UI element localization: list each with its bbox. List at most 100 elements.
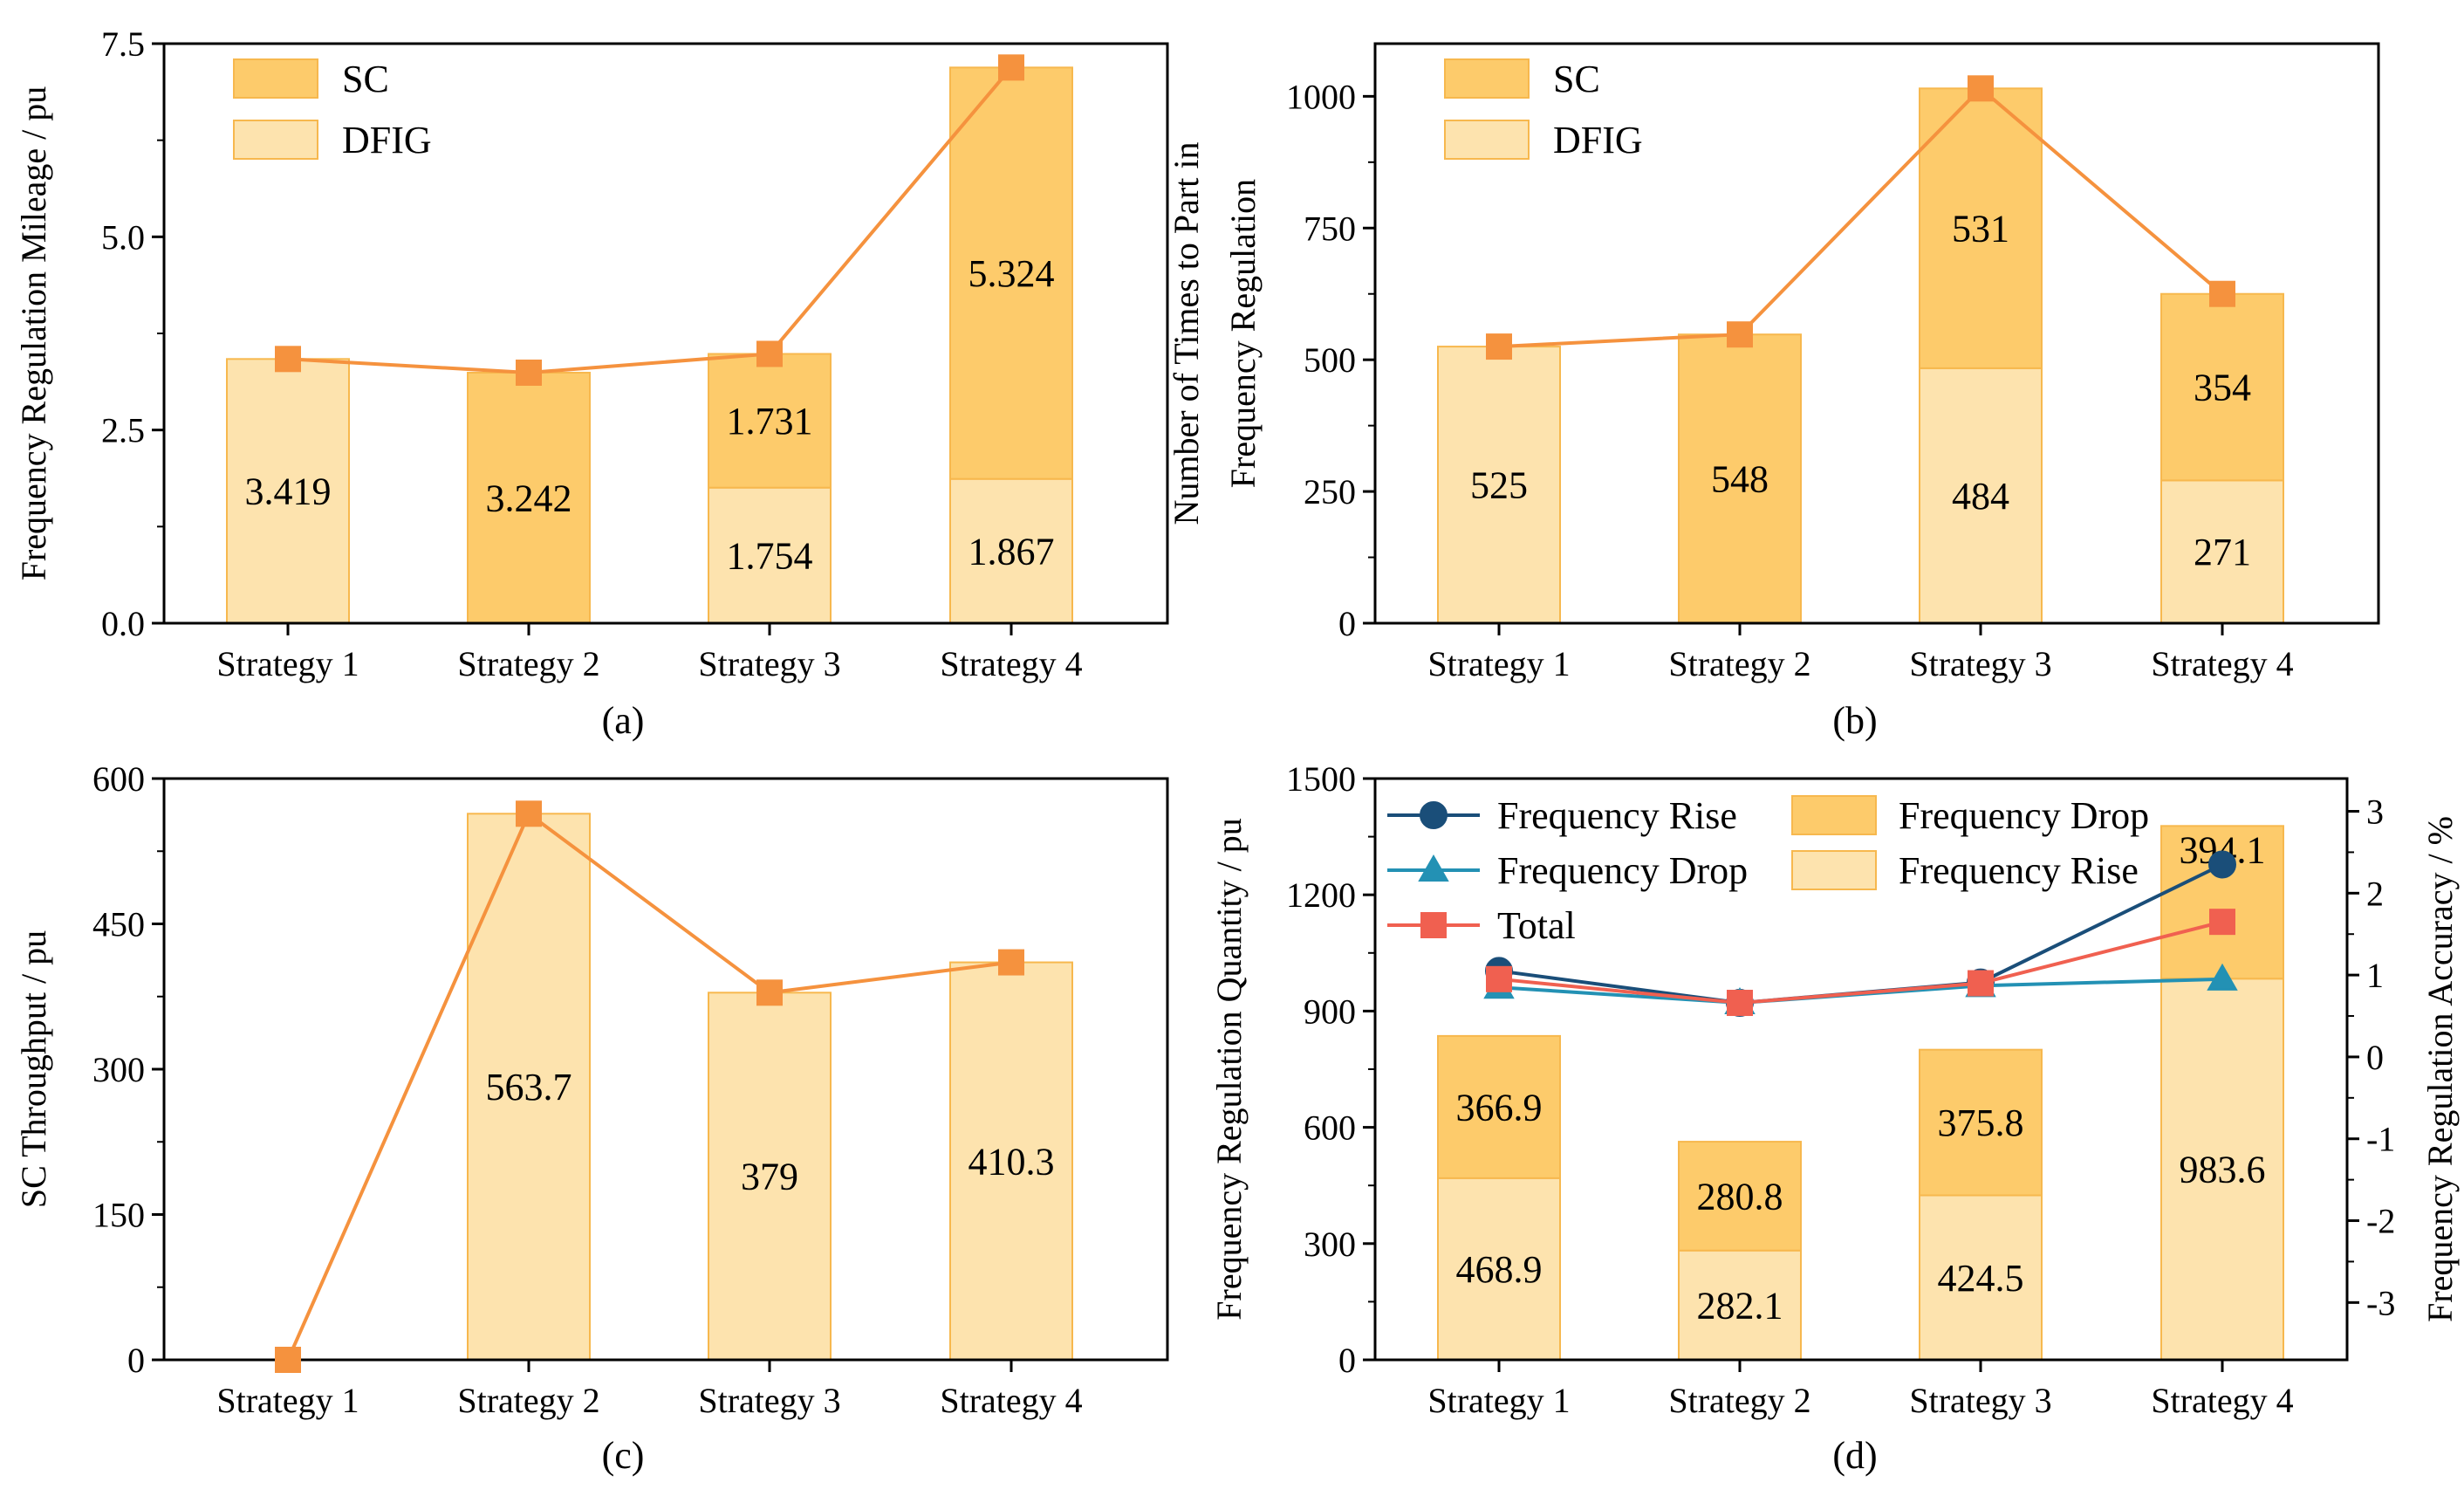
y-tick-label: 1200 — [1286, 875, 1356, 915]
x-tick-label: Strategy 1 — [1427, 1381, 1570, 1420]
y-tick-label: 1500 — [1286, 759, 1356, 799]
total-line-marker — [275, 346, 301, 373]
bar-sc-4 — [949, 961, 1073, 1362]
bar-sc-2 — [467, 371, 591, 624]
legend-total-marker — [1420, 912, 1447, 938]
bar-dfig-3 — [708, 486, 832, 624]
panel-label: (b) — [1832, 699, 1877, 742]
bar-frequency-drop-1 — [1437, 1034, 1561, 1179]
x-tick-label: Strategy 2 — [457, 644, 599, 683]
bar-sc-2 — [1678, 333, 1802, 624]
x-tick-label: Strategy 1 — [216, 1381, 359, 1420]
data-label: 525 — [1470, 464, 1528, 507]
data-label: 1.754 — [727, 534, 813, 577]
total-line — [1498, 86, 2224, 349]
y-tick-label: 5.0 — [101, 217, 145, 257]
total-line-marker — [516, 800, 542, 827]
y2-tick-label: -1 — [2366, 1120, 2395, 1159]
y-tick-label: 2.5 — [101, 411, 145, 450]
total-line — [286, 811, 1012, 1361]
legend-label-dfig: DFIG — [342, 119, 432, 161]
data-label: 3.242 — [486, 477, 572, 519]
x-tick-label: Strategy 3 — [698, 644, 840, 683]
total-line-marker — [1727, 321, 1753, 348]
data-label: 271 — [2194, 531, 2251, 573]
y-tick-label: 0 — [127, 1341, 145, 1380]
data-label: 410.3 — [968, 1140, 1055, 1183]
data-label: 531 — [1952, 208, 2009, 250]
total-line-marker — [2209, 280, 2235, 307]
x-tick-label: Strategy 3 — [1909, 644, 2051, 683]
legend-swatch-frequency-drop — [1791, 795, 1877, 835]
legend-swatch-sc — [1444, 58, 1530, 99]
total-line-marker — [756, 340, 783, 367]
y-tick-label: 600 — [1304, 1108, 1356, 1148]
legend-frequency-drop-marker — [1418, 854, 1449, 882]
legend-frequency-drop-label: Frequency Drop — [1497, 849, 1748, 892]
y-tick-label: 150 — [92, 1196, 145, 1235]
x-tick-label: Strategy 4 — [940, 644, 1082, 683]
y-axis-title: Frequency Regulation — [1223, 179, 1263, 488]
data-label: 375.8 — [1938, 1101, 2024, 1144]
data-label: 3.419 — [245, 470, 332, 513]
panel-label: (a) — [602, 699, 645, 742]
y-tick-label: 500 — [1304, 340, 1356, 380]
data-label: 379 — [741, 1156, 798, 1198]
x-tick-label: Strategy 4 — [940, 1381, 1082, 1420]
y-tick-label: 300 — [92, 1050, 145, 1089]
legend-label-frequency-drop: Frequency Drop — [1899, 794, 2149, 837]
legend-label-sc: SC — [1553, 58, 1600, 100]
panel-label: (d) — [1832, 1434, 1877, 1477]
bar-frequency-drop-2 — [1678, 1141, 1802, 1252]
bar-sc-3 — [1919, 87, 2043, 369]
data-label: 983.6 — [2180, 1149, 2266, 1191]
y2-axis-title: Frequency Regulation Accuracy / % — [2420, 816, 2460, 1322]
x-tick-label: Strategy 3 — [1909, 1381, 2051, 1420]
total-line-marker — [998, 949, 1024, 976]
legend-swatch-dfig — [1444, 120, 1530, 160]
legend-swatch-frequency-rise — [1791, 850, 1877, 890]
panel-d: 468.9282.1424.5983.6366.9280.8375.8394.1… — [1209, 759, 2460, 1477]
y-axis-title: Frequency Regulation Mileage / pu — [14, 86, 53, 581]
total-line-marker — [1968, 75, 1994, 102]
total-line-marker — [1486, 333, 1512, 360]
y-tick-label: 0 — [1338, 1341, 1356, 1380]
bar-sc-3 — [708, 992, 832, 1362]
bar-sc-4 — [949, 66, 1073, 480]
legend-frequency-rise-marker — [1420, 801, 1448, 829]
bar-dfig-1 — [1437, 346, 1561, 624]
bar-sc-3 — [708, 353, 832, 489]
y-tick-label: 900 — [1304, 992, 1356, 1031]
bar-dfig-4 — [2160, 479, 2284, 624]
y2-tick-label: 1 — [2366, 956, 2384, 995]
y2-tick-label: 2 — [2366, 874, 2384, 913]
total-line-marker — [756, 979, 783, 1006]
y-tick-label: 450 — [92, 905, 145, 944]
x-tick-label: Strategy 4 — [2151, 1381, 2293, 1420]
x-tick-label: Strategy 2 — [457, 1381, 599, 1420]
y2-tick-label: -2 — [2366, 1202, 2395, 1241]
frequency-rise-line-marker — [2208, 850, 2236, 879]
y2-tick-label: 0 — [2366, 1038, 2384, 1077]
data-label: 366.9 — [1456, 1086, 1543, 1129]
y2-tick-label: 3 — [2366, 793, 2384, 832]
y-tick-label: 250 — [1304, 472, 1356, 511]
panel-label: (c) — [602, 1434, 645, 1477]
total-line — [287, 66, 1013, 374]
frequency-drop-line-marker — [2207, 963, 2238, 991]
x-tick-label: Strategy 4 — [2151, 644, 2293, 683]
bar-sc-4 — [2160, 292, 2284, 482]
total-line-marker — [516, 359, 542, 386]
panel-c: 563.7 379 410.3 0 150 300 450 600 Strategy 1 Stra… — [14, 759, 1169, 1477]
y-axis-title: Number of Times to Part in — [1167, 142, 1206, 525]
bar-frequency-rise-4 — [2160, 978, 2284, 1362]
total-line-marker — [2209, 909, 2235, 936]
legend-label-sc: SC — [342, 58, 389, 100]
y-tick-label: 7.5 — [101, 24, 145, 64]
data-label: 354 — [2194, 367, 2251, 409]
x-tick-label: Strategy 3 — [698, 1381, 840, 1420]
data-label: 484 — [1952, 475, 2009, 518]
bar-dfig-1 — [226, 358, 350, 624]
x-tick-label: Strategy 1 — [1427, 644, 1570, 683]
legend-label-frequency-rise: Frequency Rise — [1899, 849, 2139, 892]
